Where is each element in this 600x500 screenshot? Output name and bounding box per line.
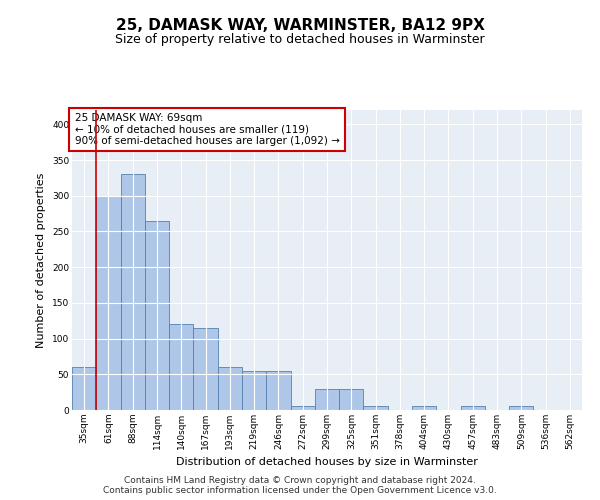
Bar <box>315 388 339 410</box>
Text: 25, DAMASK WAY, WARMINSTER, BA12 9PX: 25, DAMASK WAY, WARMINSTER, BA12 9PX <box>116 18 484 32</box>
Bar <box>364 406 388 410</box>
Bar <box>193 328 218 410</box>
Bar <box>169 324 193 410</box>
Bar <box>218 367 242 410</box>
Bar <box>412 406 436 410</box>
Y-axis label: Number of detached properties: Number of detached properties <box>37 172 46 348</box>
Bar <box>290 406 315 410</box>
Bar <box>509 406 533 410</box>
Text: Size of property relative to detached houses in Warminster: Size of property relative to detached ho… <box>115 32 485 46</box>
Bar <box>121 174 145 410</box>
Bar <box>461 406 485 410</box>
Text: Contains HM Land Registry data © Crown copyright and database right 2024.
Contai: Contains HM Land Registry data © Crown c… <box>103 476 497 495</box>
Bar <box>266 370 290 410</box>
Text: 25 DAMASK WAY: 69sqm
← 10% of detached houses are smaller (119)
90% of semi-deta: 25 DAMASK WAY: 69sqm ← 10% of detached h… <box>74 113 340 146</box>
X-axis label: Distribution of detached houses by size in Warminster: Distribution of detached houses by size … <box>176 458 478 468</box>
Bar <box>72 367 96 410</box>
Bar <box>96 196 121 410</box>
Bar <box>145 220 169 410</box>
Bar <box>339 388 364 410</box>
Bar <box>242 370 266 410</box>
